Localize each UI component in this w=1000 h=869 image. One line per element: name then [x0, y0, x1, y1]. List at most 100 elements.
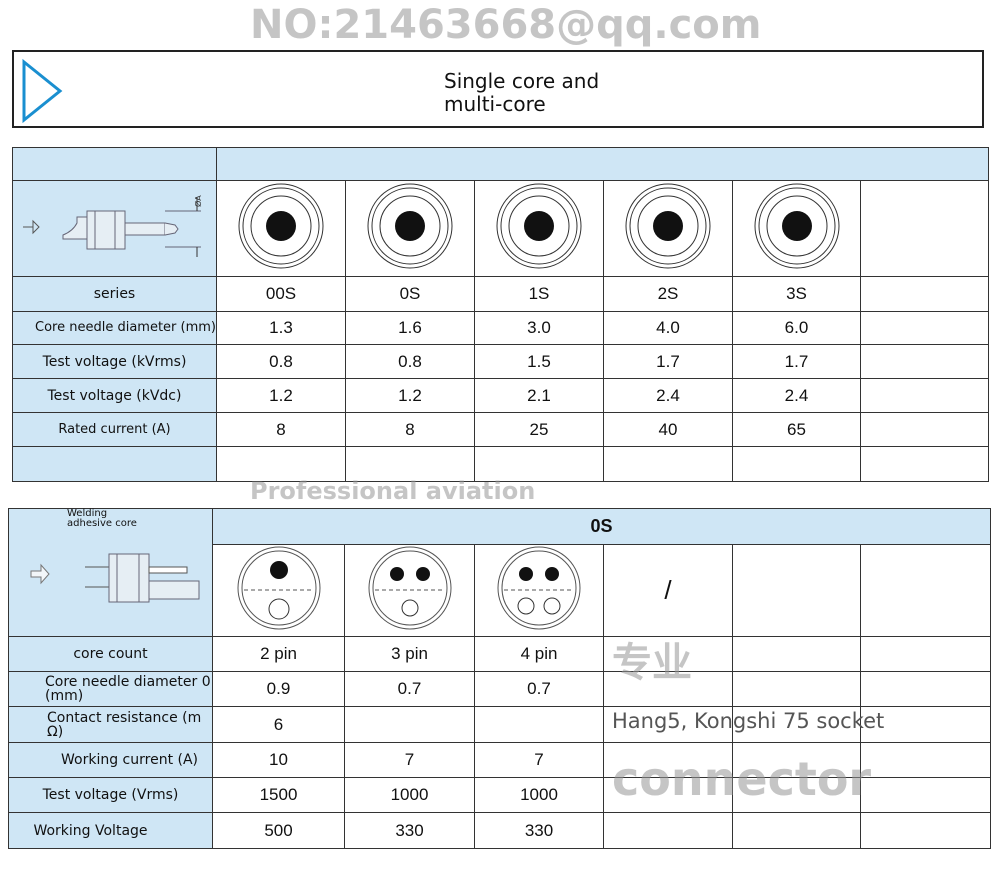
- empty-cell: [603, 446, 733, 482]
- title-box: Single core and multi-core: [12, 50, 984, 128]
- cell: 8: [216, 412, 346, 447]
- row-label: Core needle diameter (mm): [12, 311, 217, 345]
- socket-face-icon: [345, 180, 475, 277]
- cell: 7: [344, 742, 475, 778]
- cell: 1000: [474, 777, 604, 813]
- single-core-diagram: ØA: [12, 180, 217, 277]
- cell: 0.7: [344, 671, 475, 707]
- empty-cell: [732, 812, 861, 849]
- not-applicable-slash: /: [603, 544, 733, 637]
- cell: 1000: [344, 777, 475, 813]
- header-left-label: Welding adhesive core: [67, 508, 137, 529]
- empty-cell: [859, 544, 992, 637]
- diameter-label: ØA: [193, 195, 203, 207]
- cell: 1.2: [216, 378, 346, 413]
- cell: 3.0: [474, 311, 604, 345]
- header-cell: [215, 147, 990, 181]
- row-label: Test voltage (kVrms): [12, 344, 217, 379]
- title-line-2: multi-core: [444, 92, 546, 116]
- empty-cell: [732, 636, 861, 672]
- empty-cell: [732, 544, 861, 637]
- cell: 25: [474, 412, 604, 447]
- cell: 1500: [212, 777, 345, 813]
- header-left-cell: [12, 147, 217, 181]
- cell: 6.0: [732, 311, 861, 345]
- cell: 6: [212, 706, 345, 743]
- multi-core-table: Welding adhesive core 0S / core count 2 p…: [8, 508, 992, 849]
- cell: 0.9: [212, 671, 345, 707]
- cell: 10: [212, 742, 345, 778]
- cell: 1.6: [345, 311, 475, 345]
- cell: 2S: [603, 276, 733, 312]
- cell: 1S: [474, 276, 604, 312]
- empty-cell: [859, 446, 990, 482]
- cell: 1.7: [732, 344, 861, 379]
- empty-cell: [603, 706, 733, 743]
- cell: 0.8: [345, 344, 475, 379]
- empty-cell: [216, 446, 346, 482]
- 2-pin-face-icon: [212, 544, 345, 637]
- empty-cell: [732, 446, 861, 482]
- cell: 8: [345, 412, 475, 447]
- cell: 4 pin: [474, 636, 604, 672]
- empty-cell: [603, 777, 733, 813]
- cell: 0.7: [474, 671, 604, 707]
- cell: 3 pin: [344, 636, 475, 672]
- socket-face-icon: [216, 180, 346, 277]
- empty-cell: [732, 742, 861, 778]
- empty-cell: [603, 812, 733, 849]
- cell: [344, 706, 475, 743]
- cell: 500: [212, 812, 345, 849]
- row-label: Test voltage (Vrms): [8, 777, 213, 813]
- empty-cell: [345, 446, 475, 482]
- cell: 00S: [216, 276, 346, 312]
- cell: 4.0: [603, 311, 733, 345]
- series-header: 0S: [211, 508, 992, 545]
- row-label: Core needle diameter 0 (mm): [8, 671, 213, 707]
- title-line-1: Single core and: [444, 69, 600, 93]
- row-label: Working current (A): [8, 742, 213, 778]
- row-label: Working Voltage: [8, 812, 213, 849]
- row-label: series: [12, 276, 217, 312]
- socket-face-icon: [732, 180, 861, 277]
- cell: 2.4: [732, 378, 861, 413]
- row-label: core count: [8, 636, 213, 672]
- single-core-table: ØA series 00S 0S 1S 2S 3S Core needle diamete…: [12, 147, 990, 482]
- overlay-caption: Hang5, Kongshi 75 socket: [612, 709, 885, 733]
- watermark-email: NO:21463668@qq.com: [250, 2, 762, 48]
- empty-cell: [859, 671, 992, 707]
- empty-cell: [12, 446, 217, 482]
- empty-cell: [859, 378, 990, 413]
- page-title: Single core and multi-core: [444, 70, 599, 116]
- cell: 1.2: [345, 378, 475, 413]
- cell: 0S: [345, 276, 475, 312]
- empty-cell: [859, 412, 990, 447]
- cell: 1.7: [603, 344, 733, 379]
- empty-cell: [732, 777, 861, 813]
- play-triangle-icon: [22, 58, 63, 124]
- cell: 330: [474, 812, 604, 849]
- connector-pin-diagram-icon: ØA: [22, 195, 203, 257]
- cell: 1.5: [474, 344, 604, 379]
- cell: 7: [474, 742, 604, 778]
- socket-face-icon: [474, 180, 604, 277]
- empty-cell: [603, 671, 733, 707]
- empty-cell: [859, 180, 990, 277]
- header-left-cell: Welding adhesive core: [8, 508, 213, 637]
- connector-pin-diagram-icon: [30, 553, 199, 603]
- cell: 3S: [732, 276, 861, 312]
- cell: 40: [603, 412, 733, 447]
- empty-cell: [859, 344, 990, 379]
- empty-cell: [859, 276, 990, 312]
- empty-cell: [603, 636, 733, 672]
- empty-cell: [732, 671, 861, 707]
- row-label: Test voltage (kVdc): [12, 378, 217, 413]
- cell: 2.4: [603, 378, 733, 413]
- cell: 2 pin: [212, 636, 345, 672]
- 3-pin-face-icon: [344, 544, 475, 637]
- cell: 1.3: [216, 311, 346, 345]
- cell: 2.1: [474, 378, 604, 413]
- empty-cell: [859, 812, 992, 849]
- cell: [474, 706, 604, 743]
- empty-cell: [859, 742, 992, 778]
